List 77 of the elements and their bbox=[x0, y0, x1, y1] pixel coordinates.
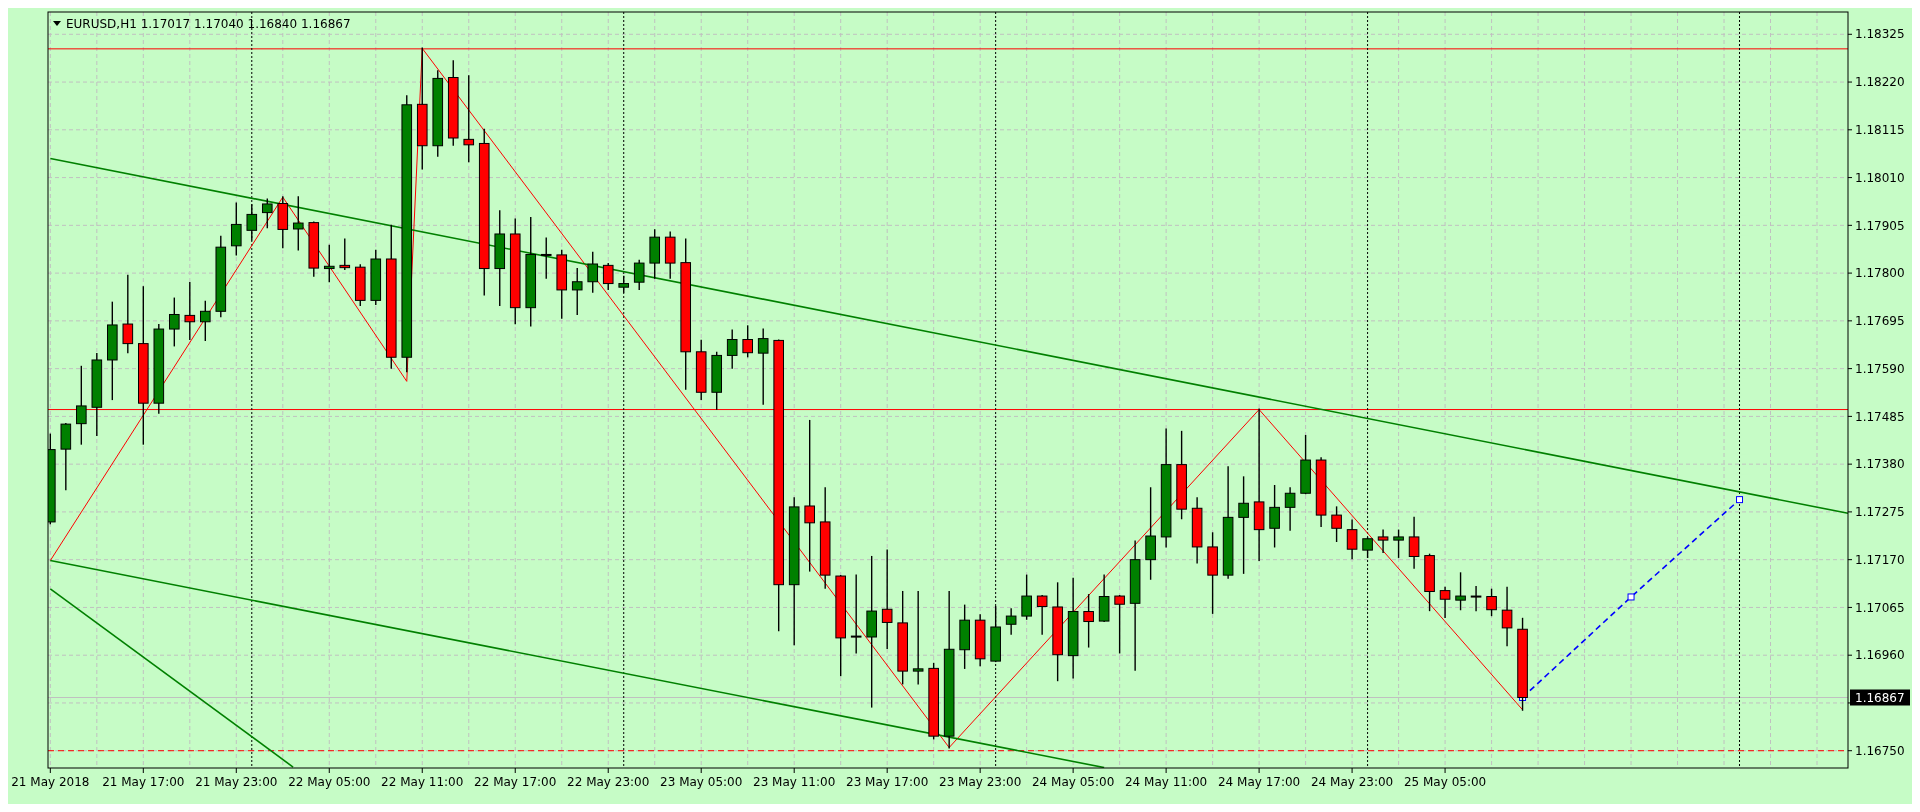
x-tick-label: 23 May 23:00 bbox=[939, 775, 1022, 789]
y-tick-label: 1.18010 bbox=[1855, 170, 1905, 185]
candlestick bbox=[339, 237, 351, 271]
candlestick bbox=[804, 419, 815, 573]
x-tick-label: 24 May 23:00 bbox=[1310, 775, 1394, 789]
x-tick-label: 23 May 17:00 bbox=[846, 775, 929, 789]
candlestick bbox=[169, 296, 180, 348]
x-tick-label: 21 May 2018 bbox=[11, 775, 90, 789]
candlestick bbox=[1036, 594, 1048, 636]
y-tick-label: 1.17275 bbox=[1855, 505, 1905, 520]
candlestick bbox=[1346, 518, 1358, 560]
candlestick bbox=[1408, 516, 1420, 570]
y-tick-label: 1.17485 bbox=[1855, 409, 1905, 424]
x-tick-label: 22 May 23:00 bbox=[567, 775, 650, 789]
y-tick-label: 1.16750 bbox=[1855, 743, 1905, 758]
candlestick bbox=[742, 324, 753, 359]
candlestick bbox=[323, 244, 335, 283]
candlestick bbox=[602, 262, 614, 291]
ref-line-label: 1.16867 bbox=[1855, 690, 1905, 705]
candlestick bbox=[1114, 594, 1125, 655]
x-tick-label: 21 May 17:00 bbox=[102, 775, 185, 789]
y-tick-label: 1.17590 bbox=[1855, 361, 1905, 376]
candlestick bbox=[1377, 528, 1389, 554]
candlestick bbox=[633, 259, 645, 291]
candlestick bbox=[1083, 593, 1094, 649]
y-tick-label: 1.18325 bbox=[1855, 27, 1905, 42]
candlestick bbox=[1145, 486, 1156, 581]
candlestick bbox=[757, 327, 769, 406]
candlestick bbox=[881, 548, 893, 650]
x-tick-label: 22 May 05:00 bbox=[288, 775, 371, 789]
x-tick-label: 22 May 11:00 bbox=[381, 775, 464, 789]
candlestick bbox=[1331, 505, 1342, 543]
x-tick-label: 23 May 11:00 bbox=[753, 775, 836, 789]
candlestick bbox=[1393, 528, 1404, 559]
candlestick bbox=[463, 74, 475, 163]
x-tick-label: 24 May 17:00 bbox=[1217, 775, 1301, 789]
x-tick-label: 23 May 05:00 bbox=[660, 775, 743, 789]
candlestick bbox=[1439, 586, 1451, 619]
y-tick-label: 1.18115 bbox=[1855, 123, 1905, 138]
candlestick bbox=[540, 236, 552, 280]
y-tick-label: 1.18220 bbox=[1855, 75, 1905, 90]
candlestick bbox=[1470, 585, 1482, 612]
candlestick bbox=[726, 328, 738, 370]
point bbox=[1736, 496, 1744, 504]
candlestick bbox=[1021, 573, 1032, 621]
candlestick bbox=[1486, 587, 1497, 617]
candlestick bbox=[850, 573, 862, 655]
candlestick bbox=[571, 267, 583, 316]
y-tick-label: 1.17905 bbox=[1855, 218, 1905, 233]
candlestick bbox=[1005, 607, 1017, 636]
candlestick bbox=[292, 195, 304, 252]
candlestick bbox=[1238, 475, 1249, 575]
y-tick-label: 1.16960 bbox=[1855, 648, 1905, 663]
candlestick bbox=[76, 365, 87, 446]
candlestick bbox=[184, 281, 196, 341]
candlestick bbox=[1269, 484, 1280, 549]
x-tick-label: 21 May 23:00 bbox=[195, 775, 278, 789]
candlestick bbox=[1284, 486, 1296, 532]
chart-title: EURUSD,H1 1.17017 1.17040 1.16840 1.16867 bbox=[66, 17, 351, 31]
y-tick-label: 1.17695 bbox=[1855, 314, 1905, 329]
x-tick-label: 24 May 11:00 bbox=[1124, 775, 1208, 789]
candlestick bbox=[912, 590, 924, 686]
candlestick bbox=[1455, 571, 1466, 611]
candlestick bbox=[122, 274, 134, 354]
candlestick bbox=[1501, 586, 1513, 647]
candlestick bbox=[230, 201, 242, 257]
candlestick bbox=[587, 250, 599, 294]
point bbox=[1627, 593, 1635, 601]
y-tick-label: 1.17800 bbox=[1855, 266, 1905, 281]
x-tick-label: 25 May 05:00 bbox=[1403, 775, 1487, 789]
y-tick-label: 1.17065 bbox=[1855, 600, 1905, 615]
candlestick bbox=[199, 300, 211, 342]
y-tick-label: 1.17380 bbox=[1855, 457, 1905, 472]
y-tick-label: 1.17170 bbox=[1855, 552, 1905, 567]
x-tick-label: 24 May 05:00 bbox=[1031, 775, 1115, 789]
candlestick bbox=[261, 197, 273, 229]
x-tick-label: 22 May 17:00 bbox=[474, 775, 557, 789]
